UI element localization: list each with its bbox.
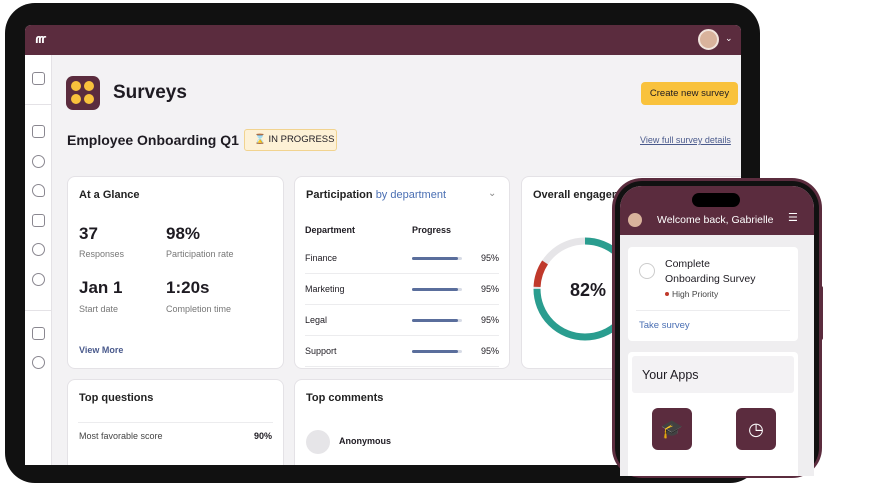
phone-avatar xyxy=(628,213,642,227)
help-icon[interactable] xyxy=(32,356,45,369)
column-header: Department xyxy=(305,225,356,235)
question-value: 90% xyxy=(253,431,272,441)
task-title: Complete xyxy=(665,258,710,270)
divider xyxy=(25,104,52,105)
department: Marketing xyxy=(305,284,345,294)
stat-label: Responses xyxy=(79,249,125,259)
app-icon[interactable]: ◷ xyxy=(736,408,776,450)
progress-value: 95% xyxy=(480,253,499,263)
task-title: Onboarding Survey xyxy=(665,273,756,285)
stat-value: Jan 1 xyxy=(79,278,123,297)
briefcase-icon[interactable] xyxy=(32,125,45,138)
participation-row: Legal 95% xyxy=(305,305,499,336)
apps-header xyxy=(632,356,794,393)
view-more-link[interactable]: View More xyxy=(79,345,124,355)
emoji xyxy=(84,81,94,91)
task-checkbox[interactable] xyxy=(639,263,655,279)
card-title: Top questions xyxy=(79,392,154,404)
survey-name: Employee Onboarding Q1 xyxy=(67,132,239,148)
phone-bezel: Welcome back, Gabrielle ☰ Complete Onboa… xyxy=(615,181,819,476)
divider xyxy=(25,310,52,311)
card-title: Top comments xyxy=(306,392,384,404)
money-icon[interactable] xyxy=(32,243,45,256)
card-title-suffix: by department xyxy=(375,189,447,201)
greeting: Welcome back, Gabrielle xyxy=(657,214,774,226)
sidebar xyxy=(25,55,52,465)
priority: High Priority xyxy=(672,289,719,299)
survey-details-link[interactable]: View full survey details xyxy=(640,135,731,145)
glance-card: At a Glance 37 Responses 98% Participati… xyxy=(67,176,284,369)
app-icon[interactable]: 🎓 xyxy=(652,408,692,450)
stat-value: 1:20s xyxy=(166,278,210,297)
column-header: Progress xyxy=(412,225,452,235)
progress-fill xyxy=(412,350,458,353)
menu-icon[interactable]: ☰ xyxy=(788,212,798,224)
settings-icon[interactable] xyxy=(32,273,45,286)
apps-title: Your Apps xyxy=(642,368,699,382)
divider xyxy=(78,422,273,423)
engagement-value: 82% xyxy=(570,280,607,300)
progress-value: 95% xyxy=(480,315,499,325)
comment-author: Anonymous xyxy=(339,436,392,446)
card-title: At a Glance xyxy=(79,189,140,201)
emoji xyxy=(71,81,81,91)
laptop-icon[interactable] xyxy=(32,214,45,227)
card-title: Participation by department xyxy=(306,189,446,201)
participation-card: Participation by department ⌄ Department… xyxy=(294,176,510,369)
avatar-chevron[interactable]: ⌄ xyxy=(725,33,733,43)
top-bar: ɾɾɾ ⌄ xyxy=(25,25,741,55)
top-comments-card: Top comments Anonymous xyxy=(294,379,634,465)
dynamic-island xyxy=(692,193,740,207)
page-title: Surveys xyxy=(113,82,187,103)
progress-fill xyxy=(412,257,458,260)
status-badge: ⌛ IN PROGRESS xyxy=(244,129,337,151)
status-text: IN PROGRESS xyxy=(268,134,335,145)
survey-icon xyxy=(66,76,100,110)
question-label: Most favorable score xyxy=(79,431,163,441)
stat-value: 37 xyxy=(79,224,98,243)
home-icon[interactable] xyxy=(32,72,45,85)
page: ɾɾɾ ⌄ Surveys Create new survey Employee… xyxy=(5,3,823,483)
stat-label: Start date xyxy=(79,304,119,314)
create-survey-button[interactable]: Create new survey xyxy=(641,82,738,105)
people-icon[interactable] xyxy=(32,155,45,168)
progress-fill xyxy=(412,288,458,291)
comment-avatar xyxy=(306,430,330,454)
emoji xyxy=(71,94,81,104)
stat-label: Completion time xyxy=(166,304,232,314)
department: Legal xyxy=(305,315,328,325)
phone-header: Welcome back, Gabrielle ☰ xyxy=(620,186,814,235)
participation-row: Marketing 95% xyxy=(305,274,499,305)
phone-frame: Welcome back, Gabrielle ☰ Complete Onboa… xyxy=(612,178,822,478)
dropdown-chevron[interactable]: ⌄ xyxy=(488,188,497,199)
progress-value: 95% xyxy=(480,346,499,356)
progress-value: 95% xyxy=(480,284,499,294)
apps-card: Your Apps 🎓 ◷ xyxy=(628,352,798,476)
top-questions-card: Top questions Most favorable score 90% xyxy=(67,379,284,465)
divider xyxy=(636,310,790,311)
stat-label: Participation rate xyxy=(166,249,234,259)
priority-dot xyxy=(665,292,669,296)
avatar[interactable] xyxy=(698,29,719,50)
department: Finance xyxy=(305,253,338,263)
phone-screen: Welcome back, Gabrielle ☰ Complete Onboa… xyxy=(620,186,814,476)
stat-value: 98% xyxy=(166,224,201,243)
task-card: Complete Onboarding Survey High Priority… xyxy=(628,247,798,341)
participation-row: Support 95% xyxy=(305,336,499,367)
participation-row: Finance 95% xyxy=(305,243,499,274)
progress-fill xyxy=(412,319,458,322)
card-title: Overall engagement xyxy=(533,189,639,201)
logo: ɾɾɾ xyxy=(35,31,46,46)
card-title-text: Participation xyxy=(306,189,373,201)
apps-icon[interactable] xyxy=(32,327,45,340)
take-survey-link[interactable]: Take survey xyxy=(639,320,690,331)
emoji xyxy=(84,94,94,104)
heart-icon[interactable] xyxy=(32,184,45,197)
department: Support xyxy=(305,346,337,356)
